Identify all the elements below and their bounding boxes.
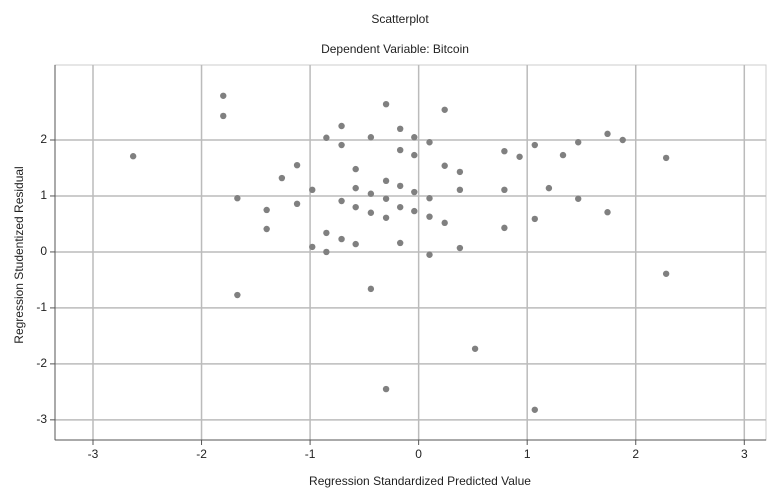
point (619, 136, 626, 144)
point (426, 213, 433, 220)
point (263, 206, 270, 214)
point (220, 112, 227, 120)
point (501, 186, 508, 194)
point (441, 162, 448, 169)
point (382, 177, 390, 185)
point (293, 200, 301, 208)
point (662, 154, 670, 162)
chart-title: Scatterplot (371, 12, 429, 26)
point (293, 161, 301, 169)
x-tick-label: 3 (741, 447, 748, 461)
point (382, 100, 390, 108)
y-tick-label: -3 (36, 412, 47, 426)
point (309, 186, 316, 194)
point (441, 106, 448, 113)
point (338, 141, 345, 149)
point (234, 291, 241, 299)
point (396, 125, 404, 133)
point (516, 153, 523, 160)
x-tick-label: -1 (305, 447, 316, 461)
point (575, 139, 582, 146)
point (367, 285, 375, 293)
x-tick-label: 2 (632, 447, 639, 461)
x-tick-label: 0 (415, 447, 422, 461)
point (411, 151, 418, 159)
point (411, 207, 418, 215)
x-axis-label: Regression Standardized Predicted Value (309, 474, 531, 488)
y-tick-label: -2 (36, 356, 47, 370)
point (396, 203, 404, 211)
point (575, 195, 582, 202)
point (367, 134, 375, 141)
point (263, 225, 270, 233)
point (323, 248, 330, 256)
point (352, 165, 359, 173)
point (382, 195, 390, 202)
y-tick-label: 2 (40, 132, 47, 146)
point (367, 190, 375, 197)
x-tick-label: -2 (196, 447, 207, 461)
point (396, 239, 404, 247)
point (662, 270, 670, 277)
point (323, 229, 330, 237)
chart-subtitle: Dependent Variable: Bitcoin (321, 42, 469, 56)
point (382, 214, 390, 221)
point (352, 184, 359, 192)
point (309, 243, 316, 251)
point (338, 122, 345, 130)
point (531, 406, 538, 413)
point (559, 151, 567, 159)
point (411, 134, 418, 141)
y-axis-label: Regression Studentized Residual (12, 166, 26, 343)
x-tick-label: 1 (524, 447, 531, 461)
point (129, 153, 137, 160)
point (220, 92, 227, 99)
point (531, 215, 538, 223)
y-tick-label: -1 (36, 300, 47, 314)
point (426, 139, 433, 146)
point (456, 168, 464, 176)
point (323, 134, 330, 141)
point (278, 174, 286, 182)
point (338, 235, 345, 243)
point (367, 209, 375, 216)
point (426, 251, 433, 258)
point (396, 146, 404, 154)
point (531, 141, 538, 149)
x-tick-label: -3 (88, 447, 99, 461)
point (456, 186, 464, 194)
point (352, 203, 359, 211)
point (352, 240, 359, 248)
point (501, 224, 508, 232)
point (501, 147, 508, 155)
point (545, 184, 553, 192)
y-tick-label: 1 (40, 188, 47, 202)
point (396, 182, 404, 190)
point (604, 209, 611, 216)
point (456, 244, 464, 252)
point (426, 195, 433, 202)
point (411, 188, 418, 196)
point (441, 219, 448, 227)
point (234, 195, 241, 202)
y-tick-label: 0 (40, 244, 47, 258)
point (382, 385, 390, 393)
point (604, 130, 611, 138)
point (338, 197, 345, 205)
point (471, 345, 479, 352)
